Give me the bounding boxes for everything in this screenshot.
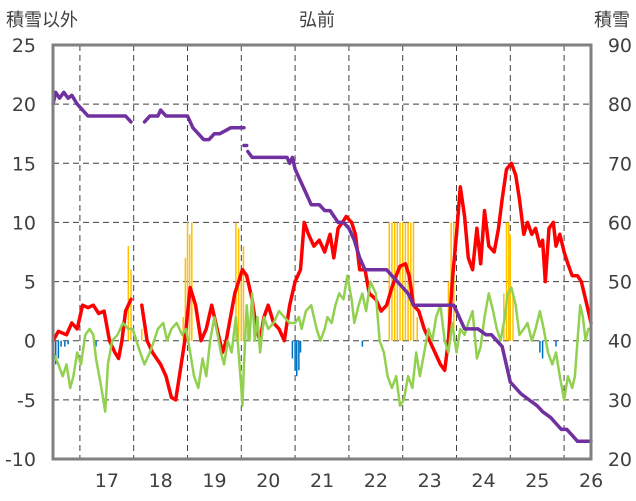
orange-bar — [404, 222, 407, 341]
right-tick-label: 70 — [608, 153, 632, 175]
orange-bar — [141, 328, 143, 341]
blue-bar — [295, 340, 298, 377]
orange-bar — [507, 222, 510, 341]
x-tick-label: 21 — [310, 470, 334, 492]
right-tick-label: 40 — [608, 331, 632, 353]
red-line — [140, 161, 593, 402]
blue-bar — [555, 340, 557, 347]
blue-bar — [57, 340, 60, 359]
orange-bar — [242, 246, 245, 341]
blue-bar — [95, 340, 97, 347]
left-axis-label: 積雪以外 — [6, 10, 78, 31]
orange-bar — [416, 317, 418, 341]
series-lines — [51, 90, 593, 444]
blue-bar — [64, 340, 66, 347]
blue-bar — [361, 340, 364, 347]
orange-bar — [388, 222, 391, 341]
plot-frame — [51, 43, 593, 461]
x-tick-label: 19 — [202, 470, 226, 492]
green-line — [51, 274, 593, 413]
orange-bar — [412, 222, 415, 341]
purple-line — [246, 149, 593, 444]
right-tick-label: 60 — [608, 212, 632, 234]
left-tick-label: 0 — [24, 331, 36, 353]
orange-bar — [240, 281, 243, 341]
x-tick-label: 23 — [418, 470, 442, 492]
orange-bar — [505, 222, 508, 341]
left-tick-label: -10 — [5, 449, 36, 471]
left-tick-label: 5 — [24, 272, 36, 294]
orange-bar — [127, 246, 130, 341]
left-tick-label: 10 — [12, 212, 36, 234]
orange-bar — [391, 222, 393, 341]
blue-bar — [294, 340, 296, 371]
orange-bar — [130, 269, 132, 341]
right-tick-label: 80 — [608, 94, 632, 116]
left-tick-labels: -10 -5 0 5 10 15 20 25 — [5, 35, 36, 471]
x-tick-label: 18 — [149, 470, 173, 492]
orange-bar — [401, 222, 404, 341]
blue-bar — [539, 340, 541, 353]
blue-bar — [60, 340, 62, 347]
orange-bar — [407, 222, 409, 341]
orange-bar — [399, 222, 401, 341]
blue-bar — [67, 340, 69, 345]
orange-bar — [184, 257, 187, 341]
right-tick-label: 30 — [608, 390, 632, 412]
purple-line — [51, 90, 133, 124]
x-tick-label: 22 — [364, 470, 388, 492]
blue-bar — [291, 340, 294, 359]
left-tick-label: 20 — [12, 94, 36, 116]
orange-bar — [512, 293, 514, 341]
orange-bar — [447, 281, 450, 341]
x-tick-label: 17 — [95, 470, 119, 492]
x-tick-labels: 17 18 19 20 21 22 23 24 25 26 — [95, 470, 603, 492]
x-tick-label: 20 — [256, 470, 280, 492]
x-tick-label: 25 — [525, 470, 549, 492]
orange-bar — [191, 222, 193, 341]
chart-title: 弘前 — [299, 10, 335, 31]
right-tick-label: 50 — [608, 272, 632, 294]
orange-bar — [186, 222, 189, 341]
right-axis-label: 積雪 — [594, 10, 630, 31]
left-tick-label: 15 — [12, 153, 36, 175]
left-tick-label: 25 — [12, 35, 36, 57]
x-tick-label: 24 — [471, 470, 495, 492]
blue-bar — [298, 340, 300, 371]
orange-bar — [182, 317, 184, 341]
right-tick-labels: 20 30 40 50 60 70 80 90 — [608, 35, 632, 471]
blue-bar — [541, 340, 544, 359]
blue-bar — [299, 340, 302, 353]
blue-bar — [54, 340, 57, 365]
left-tick-label: -5 — [17, 390, 36, 412]
purple-line — [142, 108, 246, 142]
right-tick-label: 20 — [608, 449, 632, 471]
right-tick-label: 90 — [608, 35, 632, 57]
x-tick-label: 26 — [579, 470, 603, 492]
orange-bar — [235, 222, 237, 341]
red-line — [51, 297, 133, 361]
